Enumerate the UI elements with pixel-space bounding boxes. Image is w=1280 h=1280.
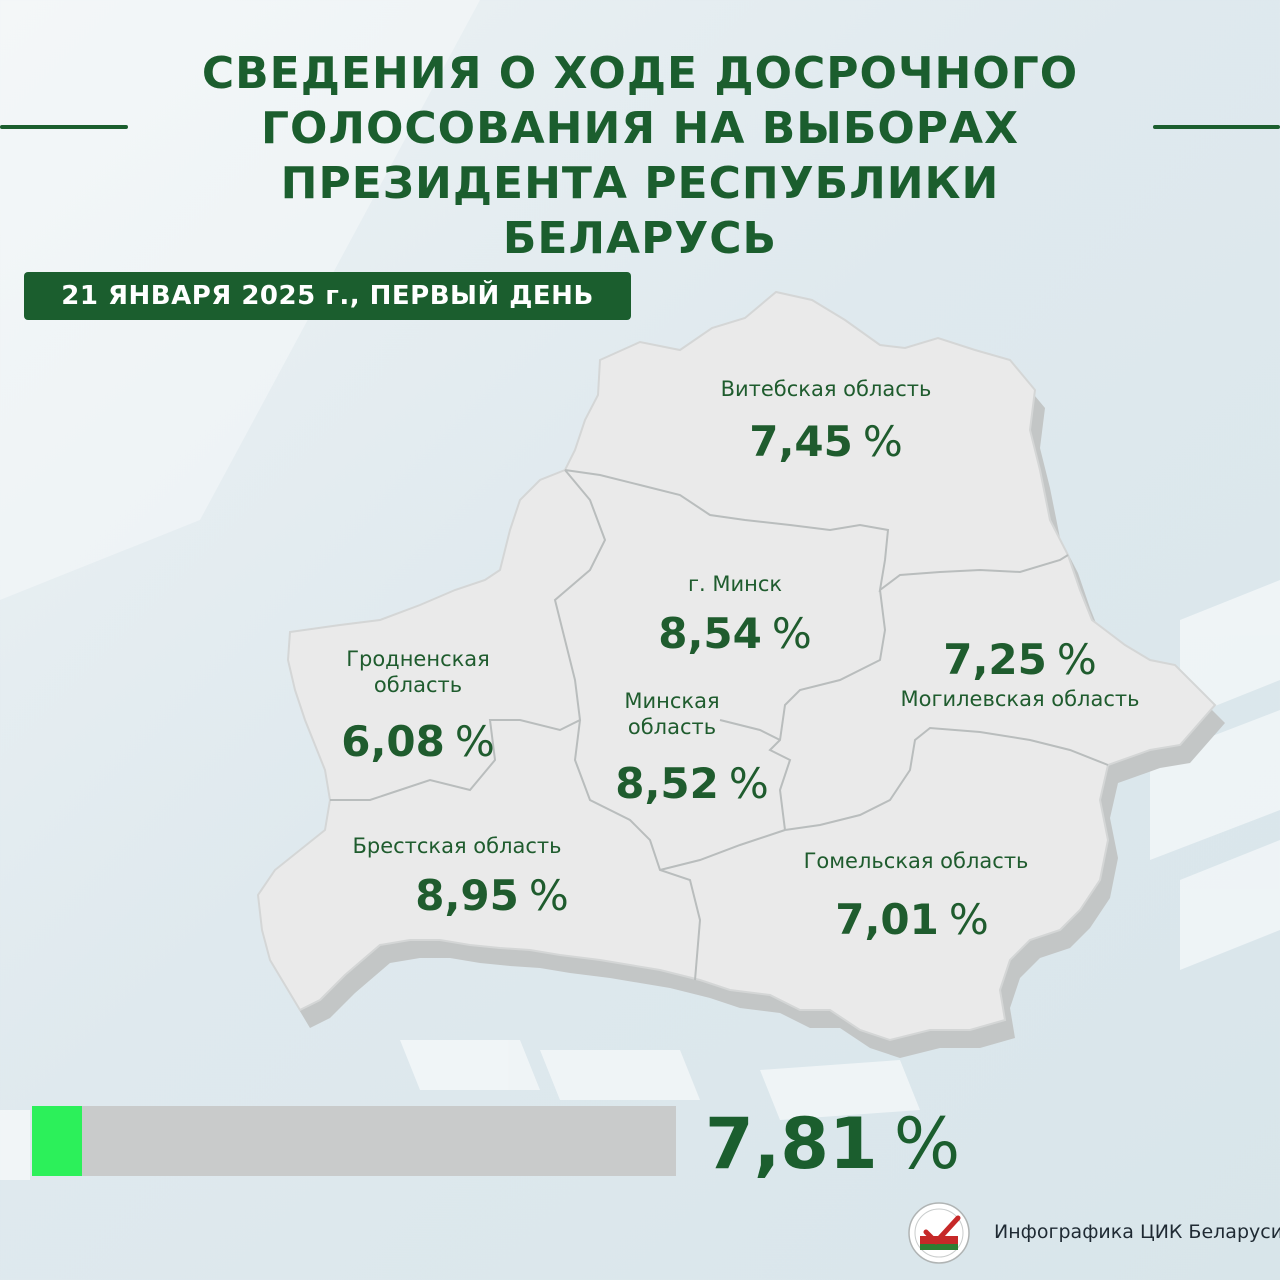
page-title: СВЕДЕНИЯ О ХОДЕ ДОСРОЧНОГО ГОЛОСОВАНИЯ Н… (140, 46, 1140, 266)
percent-sign: % (771, 609, 812, 658)
region-label-vitebsk: Витебская область (720, 377, 932, 401)
value-number: 7,01 (835, 895, 939, 944)
header-line-right (1153, 125, 1280, 129)
region-label-minsk-region: Минская область (592, 688, 752, 740)
region-label-minsk-city: г. Минск (687, 572, 783, 596)
credit-text: Инфографика ЦИК Беларуси (994, 1221, 1280, 1243)
value-number: 6,08 (341, 717, 445, 766)
region-label-grodno: Гродненская область (318, 646, 518, 698)
value-number: 7,25 (943, 635, 1047, 684)
total-value-number: 7,81 (705, 1103, 878, 1185)
title-line-2: ГОЛОСОВАНИЯ НА ВЫБОРАХ (260, 103, 1019, 154)
total-progress-fill (32, 1106, 83, 1176)
region-label-mogilev: Могилевская область (900, 687, 1140, 711)
border-vitebsk (564, 469, 1069, 593)
cec-logo-icon (908, 1202, 970, 1264)
value-number: 8,54 (658, 609, 762, 658)
total-percent-sign: % (893, 1103, 961, 1185)
border-minsk-region-east (768, 589, 887, 831)
border-brest (573, 719, 702, 981)
percent-sign: % (862, 417, 903, 466)
region-label-brest: Брестская область (352, 834, 562, 858)
border-minsk-city (719, 719, 781, 741)
region-label-gomel: Гомельская область (803, 849, 1029, 873)
percent-sign: % (948, 895, 989, 944)
percent-sign: % (528, 871, 569, 920)
region-value-grodno: 6,08% (318, 718, 518, 766)
region-value-minsk-region: 8,52% (592, 760, 792, 808)
region-value-brest: 8,95% (382, 872, 602, 920)
region-value-vitebsk: 7,45% (706, 418, 946, 466)
region-value-minsk-city: 8,54% (640, 610, 830, 658)
value-number: 8,95 (415, 871, 519, 920)
percent-sign: % (1056, 635, 1097, 684)
date-badge: 21 ЯНВАРЯ 2025 г., ПЕРВЫЙ ДЕНЬ (24, 272, 631, 320)
region-value-gomel: 7,01% (802, 896, 1022, 944)
total-progress-bar (32, 1106, 676, 1176)
region-name-line-1: Минская (624, 689, 720, 713)
value-number: 7,45 (749, 417, 853, 466)
region-name-line-2: область (627, 715, 717, 739)
border-grodno (330, 469, 607, 801)
percent-sign: % (454, 717, 495, 766)
region-name-line-2: область (373, 673, 463, 697)
border-brest-gomel (659, 829, 786, 871)
region-value-mogilev: 7,25% (920, 636, 1120, 684)
title-line-1: СВЕДЕНИЯ О ХОДЕ ДОСРОЧНОГО (201, 48, 1079, 99)
region-name-line-1: Гродненская (346, 647, 490, 671)
border-mogilev-gomel (784, 726, 1109, 831)
map-outline (256, 290, 1217, 1042)
title-line-3: ПРЕЗИДЕНТА РЕСПУБЛИКИ БЕЛАРУСЬ (280, 158, 1000, 264)
percent-sign: % (728, 759, 769, 808)
value-number: 8,52 (615, 759, 719, 808)
total-turnout: 7,81% (705, 1106, 960, 1182)
header-line-left (0, 125, 128, 129)
